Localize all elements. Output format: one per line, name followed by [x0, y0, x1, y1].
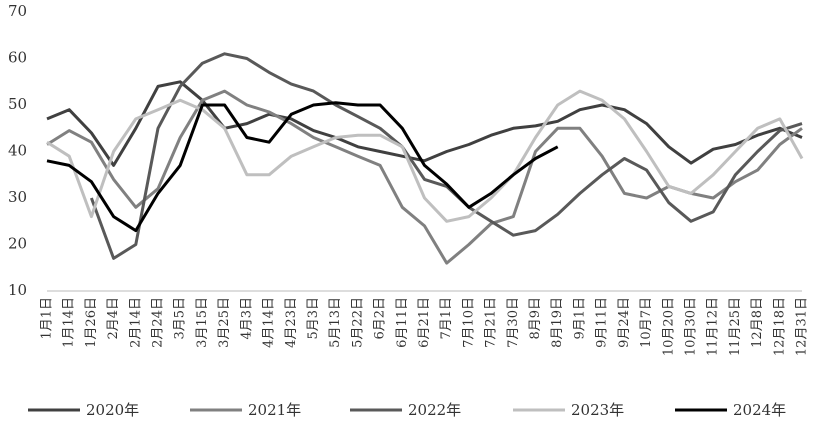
x-tick-label: 8月19日	[550, 297, 565, 348]
x-tick-label: 11月25日	[728, 297, 743, 356]
x-tick-label: 7月10日	[461, 297, 476, 348]
x-tick-label: 7月30日	[506, 297, 521, 348]
y-tick-label: 20	[8, 235, 27, 253]
series-line	[46, 80, 803, 167]
x-tick-label: 12月18日	[772, 297, 787, 356]
x-tick-label: 10月7日	[639, 297, 654, 348]
legend-label: 2024年	[733, 401, 786, 419]
legend-label: 2022年	[408, 401, 461, 419]
x-tick-label: 7月1日	[439, 297, 454, 340]
x-tick-label: 9月11日	[595, 297, 610, 348]
x-tick-label: 11月12日	[706, 297, 721, 356]
x-tick-label: 12月31日	[795, 297, 810, 356]
x-tick-label: 7月21日	[484, 297, 499, 348]
x-tick-label: 2月24日	[151, 297, 166, 348]
x-tick-label: 2月14日	[128, 297, 143, 348]
x-tick-label: 8月9日	[528, 297, 543, 340]
x-tick-label: 3月25日	[217, 297, 232, 348]
x-tick-label: 6月11日	[395, 297, 410, 348]
x-tick-label: 1月26日	[84, 297, 99, 348]
legend-label: 2023年	[571, 401, 624, 419]
y-tick-label: 10	[8, 281, 27, 299]
x-tick-label: 6月2日	[373, 297, 388, 340]
series-line	[46, 89, 804, 223]
x-tick-label: 6月21日	[417, 297, 432, 348]
x-tick-label: 5月3日	[306, 297, 321, 340]
x-tick-label: 9月24日	[617, 297, 632, 348]
x-tick-label: 1月1日	[40, 297, 55, 340]
y-tick-label: 70	[8, 2, 27, 20]
x-tick-label: 3月5日	[173, 297, 188, 340]
x-tick-label: 3月15日	[195, 297, 210, 348]
series-line	[89, 52, 803, 260]
x-tick-label: 9月1日	[572, 297, 587, 340]
x-tick-label: 1月14日	[62, 297, 77, 348]
x-tick-label: 5月13日	[328, 297, 343, 348]
x-tick-label: 5月22日	[350, 297, 365, 348]
y-tick-label: 30	[8, 188, 27, 206]
x-tick-label: 10月20日	[661, 297, 676, 356]
y-tick-label: 60	[8, 49, 27, 67]
x-tick-label: 4月23日	[284, 297, 299, 348]
x-tick-label: 4月14日	[262, 297, 277, 348]
x-tick-label: 4月3日	[239, 297, 254, 340]
legend-label: 2020年	[86, 401, 139, 419]
series-line	[46, 101, 559, 233]
x-tick-label: 12月8日	[750, 297, 765, 348]
x-tick-label: 10月30日	[683, 297, 698, 356]
y-tick-label: 40	[8, 142, 27, 160]
x-tick-label: 2月4日	[106, 297, 121, 340]
y-tick-label: 50	[8, 95, 27, 113]
legend-label: 2021年	[248, 401, 301, 419]
